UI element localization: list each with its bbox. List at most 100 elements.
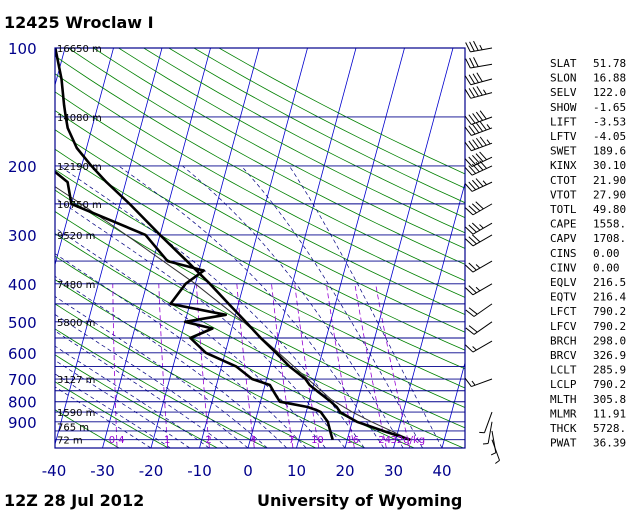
dry-adiabat-line [55,110,465,333]
isobars [55,48,465,448]
mixing-ratio-label: 24 [378,435,391,446]
index-name: LFCV [550,320,577,333]
profiles [55,48,411,441]
index-name: MLMR [550,407,577,420]
pressure-axis: 100 200 300 400 500 600 700 800 900 [8,40,37,432]
index-name: SELV [550,86,577,99]
index-name: BRCV [550,349,577,362]
mixing-ratio-label: 2 [205,435,211,446]
pressure-tick-label: 400 [8,276,37,294]
temperature-tick-label: -10 [187,462,212,480]
isotherms [55,48,465,448]
moist-adiabat-line [55,275,288,448]
dry-adiabat-line [55,129,465,351]
wind-barb [465,222,493,235]
dry-adiabat-line [55,381,169,448]
moist-adiabat-line [55,373,171,448]
wind-barb [464,110,493,125]
moist-adiabat-line [55,386,152,448]
index-value: 11.91 [593,407,626,420]
index-value: 49.80 [593,203,626,216]
height-label: 14080 m [57,113,102,124]
index-value: 36.39 [593,437,626,450]
dry-adiabat-line [55,91,465,315]
mixing-ratio-labels: 0.4 1 2 4 7 10 16 24 32g/kg [109,435,425,446]
index-value: 122.0 [593,86,626,99]
wind-barb [465,260,493,273]
height-label: 10750 m [57,200,102,211]
index-value: 216.5 [593,276,626,289]
pressure-tick-label: 300 [8,227,37,245]
dry-adiabat-line [55,279,366,448]
index-name: LCLP [550,378,577,391]
index-name: EQLV [550,276,577,289]
index-name: SHOW [550,101,577,114]
index-value: 0.00 [593,247,620,260]
mixing-ratio-line [236,283,255,448]
index-value: -4.05 [593,130,626,143]
index-name: KINX [550,159,577,172]
isotherm-line [441,361,465,448]
dry-adiabat-line [55,409,120,448]
parcel-path [55,186,411,441]
wind-barbs [464,40,500,464]
dry-adiabat-line [143,48,465,219]
pressure-tick-label: 500 [8,314,37,332]
index-value: 16.88 [593,72,626,85]
mixing-ratio-label: 7 [289,435,295,446]
dry-adiabat-line [55,211,465,429]
index-value: 285.9 [593,364,626,377]
stability-indices: SLAT 51.78 SLON 16.88 SELV 122.0 SHOW -1.65 LIFT… [550,57,626,450]
temperature-profile [55,48,411,441]
moist-adiabat-line [182,165,404,448]
index-value: 790.2 [593,320,626,333]
temperature-tick-label: -40 [42,462,67,480]
pressure-tick-label: 900 [8,414,37,432]
dry-adiabats [55,48,465,448]
index-value: 326.9 [593,349,626,362]
index-name: LIFT [550,115,577,128]
isotherm-line [55,48,163,446]
temperature-tick-label: 10 [287,462,306,480]
mixing-ratio-line [271,283,294,448]
moist-adiabat-line [55,197,346,448]
data-source: University of Wyoming [257,491,462,510]
wind-barb [465,40,493,53]
index-name: CAPE [550,218,577,231]
pressure-tick-label: 200 [8,158,37,176]
height-label: 5800 m [57,318,95,329]
height-labels: 16650 m 14080 m 12190 m 10750 m 9520 m 7480 m… [57,44,102,447]
index-value: -3.53 [593,115,626,128]
dry-adiabat-line [55,148,465,370]
index-value: 790.2 [593,305,626,318]
dry-adiabat-line [55,168,465,389]
index-name: SWET [550,145,577,158]
index-value: 216.4 [593,291,626,304]
mixing-ratio-line [375,283,411,448]
isotherm-line [55,48,114,267]
dry-adiabat-line [55,303,316,448]
height-label: 9520 m [57,231,95,242]
dry-adiabat-line [55,55,465,282]
index-value: 1558. [593,218,626,231]
wind-barb [465,303,493,317]
height-label: 72 m [57,436,83,447]
wind-barb [465,234,493,247]
isotherm-line [296,48,405,448]
wind-barb [479,411,493,434]
moist-adiabat-line [289,165,443,448]
index-name: SLAT [550,57,577,70]
index-name: PWAT [550,437,577,450]
moist-adiabat-line [55,330,229,448]
height-label: 765 m [57,422,89,433]
pressure-tick-label: 600 [8,345,37,363]
dry-adiabat-line [55,255,415,448]
temperature-axis: -40 -30 -20 -10 0 10 20 30 40 [42,462,452,480]
wind-barb [465,321,493,335]
moist-adiabat-line [55,296,268,448]
index-name: SLON [550,72,577,85]
mixing-ratio-line [326,283,355,448]
moist-adiabat-line [55,345,210,448]
pressure-tick-label: 700 [8,371,37,389]
index-value: 305.8 [593,393,626,406]
